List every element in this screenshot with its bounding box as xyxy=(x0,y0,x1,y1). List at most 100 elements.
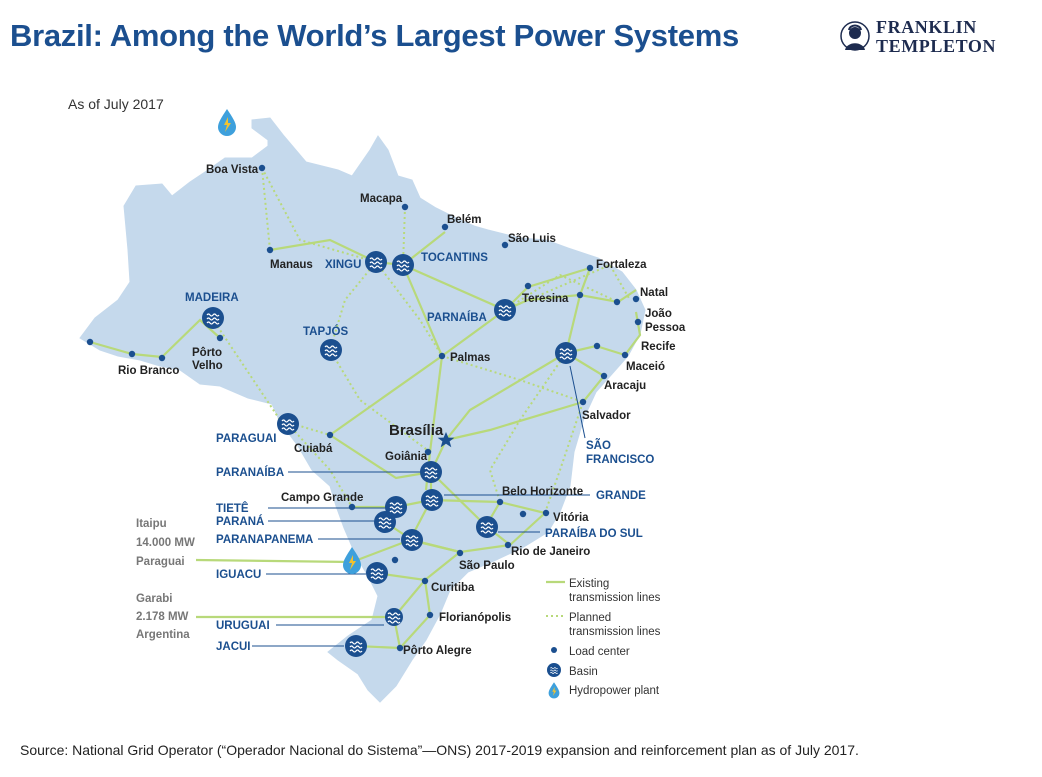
basin-label-paranapanema: PARANAPANEMA xyxy=(216,534,313,546)
city-label-recife: Recife xyxy=(641,341,676,353)
basin-label-tiete: TIETÊ xyxy=(216,502,249,515)
load-center-dot xyxy=(216,334,224,342)
basin-label-paranaiba: PARANAÍBA xyxy=(216,466,284,479)
city-label-salvador: Salvador xyxy=(582,410,631,422)
legend-existing-2: transmission lines xyxy=(569,592,661,604)
basin-icon xyxy=(365,251,387,273)
load-center-dot xyxy=(579,398,587,406)
basin-label-parnaiba: PARNAÍBA xyxy=(427,311,487,324)
basin-label-jacui: JACUI xyxy=(216,641,251,653)
page-title: Brazil: Among the World’s Largest Power … xyxy=(10,18,739,53)
basins xyxy=(202,251,577,657)
city-label-belem: Belém xyxy=(447,214,482,226)
load-center-dot xyxy=(576,291,584,299)
load-center-dot xyxy=(426,611,434,619)
load-centers xyxy=(86,164,642,652)
legend-basin: Basin xyxy=(569,666,598,678)
city-label-florianopolis: Florianópolis xyxy=(439,612,511,624)
basin-icon xyxy=(374,511,396,533)
basin-icon xyxy=(392,254,414,276)
city-label-boa-vista: Boa Vista xyxy=(206,164,259,176)
external-plant-labels: Itaipu 14.000 MW Paraguai Garabi 2.178 M… xyxy=(136,518,195,641)
basin-labels: MADEIRA XINGU TOCANTINS TAPJÓS PARNAÍBA … xyxy=(185,252,654,653)
basin-label-sao-francisco-1: SÃO xyxy=(586,439,611,452)
hydropower-plant-icon xyxy=(218,109,236,136)
load-center-dot xyxy=(634,318,642,326)
city-label-aracaju: Aracaju xyxy=(604,380,646,392)
load-center-dot xyxy=(391,556,399,564)
city-label-natal: Natal xyxy=(640,287,668,299)
city-label-belo-horizonte: Belo Horizonte xyxy=(502,486,583,498)
load-center-dot xyxy=(504,541,512,549)
basin-icon xyxy=(320,339,342,361)
legend: Existing transmission lines Planned tran… xyxy=(546,578,661,699)
load-center-dot xyxy=(266,246,274,254)
basin-icon xyxy=(476,516,498,538)
load-center-dot xyxy=(401,203,409,211)
legend-planned-2: transmission lines xyxy=(569,626,661,638)
load-center-dot xyxy=(396,644,404,652)
load-center-dot xyxy=(258,164,266,172)
legend-load-center-icon xyxy=(551,647,557,653)
basin-label-paraguai: PARAGUAI xyxy=(216,433,276,445)
load-center-dot xyxy=(421,577,429,585)
basin-label-xingu: XINGU xyxy=(325,259,361,271)
basin-label-paraiba-do-sul: PARAÍBA DO SUL xyxy=(545,527,643,540)
city-label-joao-pessoa-1: João xyxy=(645,308,672,320)
city-label-curitiba: Curitiba xyxy=(431,582,475,594)
capital-star-icon xyxy=(437,432,455,448)
load-center-dot xyxy=(542,509,550,517)
load-center-dot xyxy=(496,498,504,506)
basin-icon xyxy=(277,413,299,435)
load-center-dot xyxy=(621,351,629,359)
basin-icon xyxy=(202,307,224,329)
load-center-dot xyxy=(158,354,166,362)
basin-icon xyxy=(421,489,443,511)
franklin-templeton-logo: FRANKLIN TEMPLETON xyxy=(840,18,1020,62)
load-center-dot xyxy=(128,350,136,358)
basin-icon xyxy=(401,529,423,551)
basin-leader-lines xyxy=(252,365,590,647)
basin-icon xyxy=(366,562,388,584)
basin-label-parana: PARANÁ xyxy=(216,515,264,528)
city-labels: Boa Vista Macapa Belém São Luis Manaus F… xyxy=(118,164,686,657)
load-center-dot xyxy=(348,503,356,511)
city-label-manaus: Manaus xyxy=(270,259,313,271)
legend-hydro: Hydropower plant xyxy=(569,685,660,697)
city-label-cuiaba: Cuiabá xyxy=(294,443,333,455)
city-label-joao-pessoa-2: Pessoa xyxy=(645,322,686,334)
city-label-goiania: Goiânia xyxy=(385,451,428,463)
basin-label-tapajos: TAPJÓS xyxy=(303,325,348,338)
city-label-porto-alegre: Pôrto Alegre xyxy=(403,645,472,657)
load-center-dot xyxy=(600,372,608,380)
basin-label-madeira: MADEIRA xyxy=(185,292,239,304)
itaipu-label-2: 14.000 MW xyxy=(136,537,195,549)
garabi-label-3: Argentina xyxy=(136,629,190,641)
load-center-dot xyxy=(424,448,432,456)
itaipu-label-1: Itaipu xyxy=(136,518,167,530)
legend-hydropower-icon xyxy=(548,682,560,699)
load-center-dot xyxy=(456,549,464,557)
source-note: Source: National Grid Operator (“Operado… xyxy=(20,742,859,758)
basin-icon xyxy=(494,299,516,321)
legend-load-center: Load center xyxy=(569,646,630,658)
city-label-porto-velho-2: Velho xyxy=(192,360,223,372)
basin-label-uruguai: URUGUAI xyxy=(216,620,270,632)
legend-basin-icon xyxy=(547,663,561,677)
city-label-rio-branco: Rio Branco xyxy=(118,365,179,377)
city-label-sao-paulo: São Paulo xyxy=(459,560,515,572)
as-of-date: As of July 2017 xyxy=(68,96,164,112)
itaipu-label-3: Paraguai xyxy=(136,556,185,568)
load-center-dot xyxy=(86,338,94,346)
city-label-rio-de-janeiro: Rio de Janeiro xyxy=(511,546,590,558)
city-label-vitoria: Vitória xyxy=(553,512,589,524)
load-center-dot xyxy=(438,352,446,360)
garabi-label-1: Garabi xyxy=(136,593,172,605)
load-center-dot xyxy=(519,510,527,518)
logo-line-1: FRANKLIN xyxy=(876,17,977,37)
load-center-dot xyxy=(586,264,594,272)
city-label-brasilia: Brasília xyxy=(389,422,444,439)
basin-icon xyxy=(385,608,403,626)
city-label-teresina: Teresina xyxy=(522,293,569,305)
